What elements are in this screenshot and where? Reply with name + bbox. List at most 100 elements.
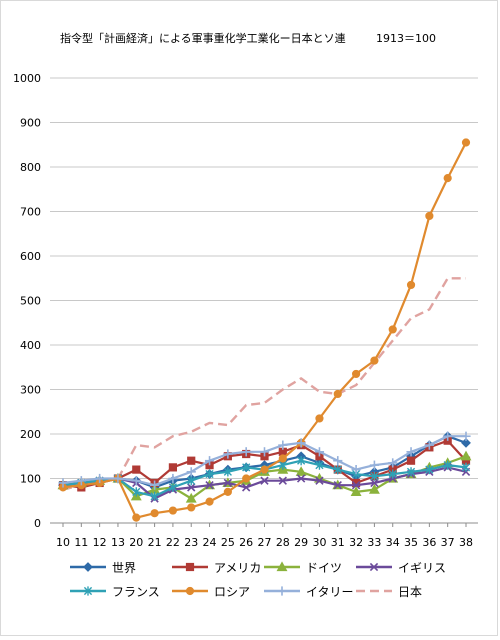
x-tick-label: 11 (74, 536, 88, 549)
y-tick-label: 300 (20, 384, 41, 397)
legend-swatch-marker (83, 562, 93, 572)
x-tick-label: 33 (367, 536, 381, 549)
series-2-point (368, 484, 380, 494)
x-tick-label: 26 (239, 536, 253, 549)
series-6-point (95, 473, 105, 484)
series-6-point (223, 449, 233, 459)
series-6-point (186, 467, 196, 477)
legend-label: ドイツ (306, 561, 342, 575)
legend-label: 日本 (398, 585, 422, 599)
series-3-point (333, 481, 342, 490)
series-3-point (242, 483, 251, 492)
x-tick-label: 21 (148, 536, 162, 549)
legend-label: 世界 (112, 561, 136, 575)
x-tick-label: 31 (331, 536, 345, 549)
legend-label: フランス (112, 585, 160, 599)
series-4-point (132, 487, 141, 497)
series-5-point (333, 389, 342, 399)
series-6-point (113, 473, 123, 484)
series-2-point (350, 486, 362, 496)
series-6-point (333, 456, 343, 466)
x-tick-label: 28 (276, 536, 290, 549)
legend-swatch-marker (83, 586, 93, 596)
legend-swatch-marker (276, 561, 288, 572)
series-4-point (370, 471, 379, 481)
x-tick-label: 38 (459, 536, 473, 549)
series-5-point (315, 414, 324, 423)
series-4-point (406, 467, 416, 477)
series-7-line (62, 277, 466, 491)
x-tick-label: 10 (56, 536, 70, 549)
legend-item-1: アメリカ (172, 561, 261, 575)
series-4-point (333, 465, 342, 475)
series-6-point (259, 447, 270, 457)
y-tick-label: 500 (20, 295, 41, 308)
series-5-point (406, 280, 416, 290)
x-tick-label: 24 (203, 536, 217, 549)
series-5-point (351, 369, 361, 379)
series-group (57, 138, 472, 522)
x-tick-label: 29 (294, 536, 308, 549)
series-3-point (205, 481, 214, 490)
x-tick-label: 36 (422, 536, 436, 549)
y-tick-label: 1000 (13, 72, 41, 85)
series-4-point (461, 462, 471, 472)
series-3-point (315, 476, 324, 485)
y-tick-label: 0 (34, 517, 41, 530)
y-tick-label: 700 (20, 206, 41, 219)
legend-label: ロシア (214, 585, 250, 599)
x-tick-label: 20 (129, 536, 143, 549)
chart-title: 指令型「計画経済」による軍事重化学工業化ー日本とソ連 (60, 32, 346, 45)
series-5-point (187, 503, 196, 512)
series-5-point (443, 174, 452, 183)
series-5-point (150, 509, 159, 518)
legend-label: イギリス (398, 561, 446, 575)
series-1-point (132, 465, 141, 474)
series-3-point (370, 478, 379, 488)
grid-lines (50, 77, 478, 479)
y-tick-label: 900 (20, 117, 41, 130)
series-6-point (388, 458, 398, 468)
legend-swatch-marker (185, 562, 195, 572)
series-4-point (223, 467, 232, 477)
legend-swatch-marker (369, 562, 379, 572)
x-tick-label: 34 (386, 536, 400, 549)
series-3-point (296, 474, 306, 483)
series-7 (62, 277, 466, 491)
series-6-point (58, 478, 68, 488)
series-4-point (187, 476, 196, 486)
series-2-point (460, 450, 472, 461)
series-5 (58, 138, 471, 522)
series-3-point (278, 476, 287, 485)
series-4-point (297, 456, 306, 466)
series-4-point (388, 469, 397, 479)
series-5-point (242, 474, 251, 483)
series-6-point (314, 447, 325, 457)
series-6-point (406, 447, 416, 457)
series-5-point (205, 497, 214, 506)
series-0-point (461, 437, 471, 448)
series-6-point (241, 447, 251, 457)
series-4-point (443, 460, 452, 470)
y-tick-label: 800 (20, 161, 41, 174)
series-6-point (369, 460, 380, 470)
series-2-point (295, 466, 307, 476)
x-tick-label: 27 (258, 536, 272, 549)
legend-item-6: イタリー (264, 585, 354, 599)
legend-item-0: 世界 (70, 561, 136, 575)
series-4-point (205, 469, 214, 479)
series-6-point (443, 431, 453, 441)
series-3-point (187, 483, 196, 492)
series-4-point (425, 465, 434, 475)
series-6-point (278, 440, 288, 450)
series-1-point (187, 456, 196, 465)
series-6 (58, 431, 471, 490)
series-5-point (425, 211, 434, 221)
y-tick-label: 600 (20, 250, 41, 263)
y-tick-label: 200 (20, 428, 41, 441)
axes: 0 100 200 300 400 500 600 700 800 900 1000 10 11 12 13… (13, 72, 478, 549)
series-5-point (278, 454, 287, 463)
legend-item-3: イギリス (356, 561, 446, 575)
series-5-point (260, 465, 269, 474)
